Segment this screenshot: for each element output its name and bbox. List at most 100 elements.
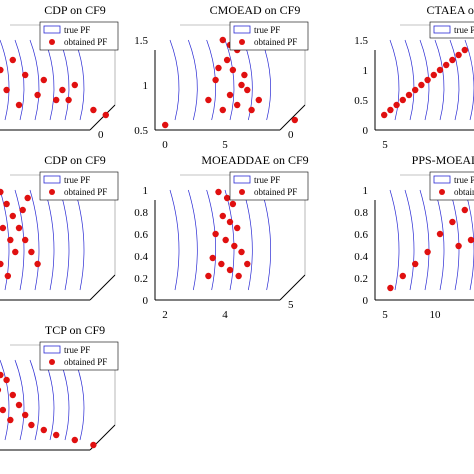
tick-label: 0.8: [354, 207, 368, 219]
tick-label: 5: [382, 309, 388, 321]
true-pf-line: [449, 39, 460, 121]
obtained-point: [15, 224, 23, 232]
true-pf-line: [14, 359, 25, 441]
true-pf-line: [0, 39, 10, 121]
obtained-point: [34, 260, 41, 268]
tick-label: 2: [162, 309, 168, 321]
true-pf-line: [389, 39, 400, 121]
obtained-point: [226, 218, 234, 226]
obtained-point: [219, 106, 226, 114]
obtained-point: [0, 387, 2, 393]
obtained-point: [3, 86, 10, 94]
true-pf-line: [29, 189, 40, 291]
obtained-point: [9, 56, 16, 64]
true-pf-surface: [389, 39, 474, 121]
true-pf-line: [261, 39, 272, 121]
true-pf-line: [449, 189, 460, 291]
tick-label: 0: [98, 129, 104, 141]
tick-label: 1: [143, 185, 149, 197]
legend-label: true PF: [64, 25, 90, 35]
axis-line: [89, 104, 116, 131]
obtained-point: [28, 248, 35, 256]
tick-label: 0.2: [134, 273, 148, 285]
true-pf-line: [59, 189, 70, 291]
legend-label: true PF: [254, 25, 280, 35]
true-pf-line: [169, 189, 180, 291]
obtained-point: [218, 260, 225, 268]
obtained-point: [219, 36, 226, 44]
legend: true PF obtained PF: [229, 171, 309, 201]
obtained-point: [15, 401, 23, 409]
legend-box: [39, 171, 119, 201]
legend-swatch-true-pf: [43, 25, 61, 34]
obtained-point: [215, 188, 222, 196]
tick-label: 1.5: [134, 35, 148, 47]
panel-title: TCP on CF9: [45, 323, 105, 337]
legend-label: obtained PF: [64, 187, 107, 197]
obtained-point: [34, 91, 41, 99]
obtained-point: [418, 81, 425, 89]
obtained-point: [24, 194, 31, 202]
legend-swatch-obtained: [49, 359, 55, 365]
true-pf-line: [14, 39, 25, 121]
true-pf-line: [404, 39, 415, 121]
panel-title: PPS-MOEAD on CF9: [412, 153, 474, 167]
obtained-point: [223, 56, 231, 64]
tick-label: 1.5: [354, 35, 368, 47]
panel-title: CMOEAD on CF9: [210, 3, 301, 17]
obtained-point: [53, 96, 60, 104]
obtained-point: [15, 101, 23, 109]
obtained-point: [4, 272, 12, 280]
legend: true PF: [429, 21, 474, 39]
obtained-point: [387, 106, 394, 114]
obtained-point: [0, 371, 4, 379]
legend-swatch-true-pf: [433, 175, 451, 184]
legend-swatch-true-pf: [433, 25, 451, 34]
obtained-pf-points: [0, 188, 41, 280]
obtained-point: [430, 71, 437, 79]
panel-title: CDP on CF9: [44, 3, 106, 17]
true-pf-line: [188, 39, 198, 121]
obtained-point: [90, 441, 97, 449]
obtained-point: [387, 284, 394, 292]
true-pf-line: [242, 189, 253, 291]
obtained-point: [59, 86, 66, 94]
obtained-point: [0, 66, 4, 74]
true-pf-surface: [169, 189, 271, 291]
obtained-point: [234, 101, 241, 109]
obtained-point: [22, 236, 29, 244]
true-pf-line: [404, 189, 415, 291]
legend-label: true PF: [64, 345, 90, 355]
obtained-point: [226, 91, 234, 99]
obtained-point: [9, 212, 16, 220]
true-pf-line: [169, 39, 180, 121]
obtained-point: [40, 76, 47, 84]
tick-label: 4: [222, 309, 228, 321]
obtained-point: [219, 212, 226, 220]
obtained-pf-points: [205, 188, 251, 280]
obtained-point: [19, 206, 26, 214]
true-pf-line: [29, 359, 40, 441]
obtained-point: [238, 81, 245, 89]
legend-swatch-true-pf: [233, 175, 251, 184]
obtained-point: [393, 101, 400, 109]
legend-swatch-obtained: [49, 189, 55, 195]
tick-label: 1: [143, 80, 149, 92]
tick-label: 1: [363, 65, 369, 77]
obtained-point: [241, 71, 248, 79]
obtained-point: [399, 96, 406, 104]
tick-label: 0: [363, 125, 369, 137]
obtained-point: [461, 46, 468, 54]
obtained-point: [0, 224, 7, 232]
obtained-point: [215, 64, 222, 72]
true-pf-line: [59, 359, 70, 441]
obtained-point: [248, 106, 255, 114]
obtained-point: [212, 230, 219, 238]
obtained-point: [244, 260, 251, 268]
legend-box: [229, 171, 309, 201]
tick-label: 0.6: [134, 229, 148, 241]
obtained-point: [449, 56, 456, 64]
obtained-point: [12, 248, 19, 256]
legend-label: obtained PF: [64, 357, 107, 367]
